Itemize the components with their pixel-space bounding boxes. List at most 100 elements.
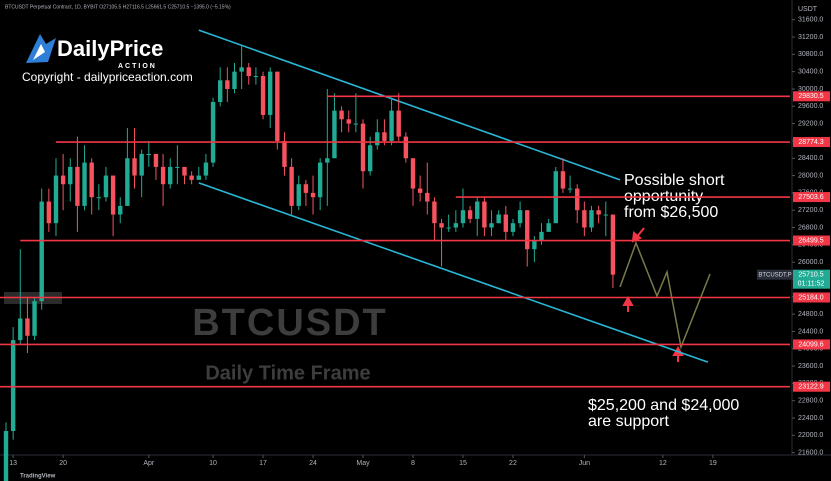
trend-line — [198, 29, 621, 181]
candle-body — [289, 166, 294, 206]
candle-body — [168, 166, 173, 185]
trend-line — [198, 182, 709, 363]
candle-body — [610, 214, 616, 275]
candle-body — [75, 166, 80, 206]
last-price: 25710.5 — [798, 272, 823, 279]
candle-body — [32, 301, 37, 336]
candle-body — [103, 175, 109, 198]
candle-body — [546, 223, 551, 232]
x-tick-label: 13 — [9, 460, 17, 467]
x-tick-label: 17 — [259, 460, 267, 467]
candle-body — [403, 136, 409, 159]
candle-body — [175, 166, 180, 168]
y-tick-label: 31600.0 — [798, 17, 823, 24]
candle-body — [482, 201, 487, 228]
candle-body — [46, 201, 52, 224]
annotation-short: Possible short opportunity from $26,500 — [624, 172, 725, 221]
candle-body — [275, 71, 280, 141]
level-label-bg — [793, 192, 830, 203]
candle-body — [575, 188, 580, 211]
candle-body — [196, 175, 201, 180]
x-tick-label: 15 — [459, 460, 467, 467]
x-tick-label: 24 — [309, 460, 317, 467]
logo-tagline: ACTION — [118, 63, 157, 70]
candle-body — [425, 192, 430, 202]
candle-body — [246, 67, 251, 76]
candle-body — [303, 184, 309, 193]
y-tick-label: 30400.0 — [798, 68, 823, 75]
y-tick-label: 31200.0 — [798, 34, 823, 41]
candle-body — [296, 184, 301, 206]
candle-body — [267, 71, 273, 115]
x-tick-label: Jun — [579, 460, 590, 467]
level-label: 24099.6 — [798, 341, 823, 348]
candle-body — [225, 80, 230, 89]
candle-body — [53, 175, 59, 224]
candle-body — [146, 153, 152, 155]
candle-body — [446, 227, 451, 229]
candle-body — [325, 158, 330, 163]
logo-name: DailyPrice — [57, 36, 163, 61]
annotation-line: are support — [588, 413, 669, 430]
candle-body — [582, 210, 587, 228]
y-tick-label: 22000.0 — [798, 432, 823, 439]
level-label: 29830.5 — [798, 93, 823, 100]
x-tick-label: 8 — [411, 460, 415, 467]
watermark-symbol: BTCUSDT — [192, 302, 388, 344]
y-tick-label: 28400.0 — [798, 155, 823, 162]
candle-body — [560, 171, 566, 189]
candle-body — [332, 110, 337, 159]
candle-body — [410, 158, 416, 189]
candle-body — [596, 210, 601, 215]
candle-body — [110, 175, 116, 215]
arrow-head — [631, 231, 642, 243]
level-label-bg — [793, 292, 830, 303]
y-tick-label: 26000.0 — [798, 259, 823, 266]
candle-body — [496, 214, 501, 224]
level-label: 23122.9 — [798, 384, 823, 391]
candle-body — [539, 231, 544, 241]
candle-body — [132, 158, 137, 176]
candle-body — [417, 188, 423, 193]
y-tick-label: 30800.0 — [798, 51, 823, 58]
candle-body — [603, 214, 608, 216]
y-tick-label: 27200.0 — [798, 207, 823, 214]
candle-body — [82, 162, 87, 206]
candle-body — [567, 188, 573, 190]
level-label-bg — [793, 339, 830, 350]
candle-body — [189, 175, 194, 180]
candle-body — [475, 201, 480, 219]
arrows — [622, 227, 684, 362]
candle-body — [510, 223, 516, 232]
projection-path — [619, 240, 711, 350]
candle-body — [10, 340, 16, 432]
candle-body — [432, 201, 437, 224]
level-label-bg — [793, 235, 830, 246]
annotation-line: Possible short — [624, 172, 725, 189]
x-tick-label: 19 — [709, 460, 717, 467]
y-tick-label: 29200.0 — [798, 120, 823, 127]
level-label: 25184.0 — [798, 294, 823, 301]
countdown: 01:11:52 — [798, 281, 825, 288]
candle-body — [532, 240, 537, 250]
y-tick-label: 22400.0 — [798, 415, 823, 422]
level-label: 27503.6 — [798, 194, 823, 201]
level-label-bg — [793, 91, 830, 102]
candle-body — [389, 110, 394, 141]
x-tick-label: 22 — [509, 460, 517, 467]
candle-body — [160, 166, 166, 185]
candle-body — [118, 205, 123, 215]
candle-body — [503, 214, 509, 232]
candle-body — [260, 75, 266, 115]
candle-body — [96, 197, 102, 199]
candle-body — [453, 223, 459, 228]
candle-body — [89, 162, 94, 198]
candle-body — [25, 318, 30, 336]
annotation-line: $25,200 and $24,000 — [588, 397, 739, 414]
y-tick-label: 23600.0 — [798, 363, 823, 370]
y-tick-label: 22800.0 — [798, 398, 823, 405]
x-tick-label: 10 — [209, 460, 217, 467]
level-label: 28774.3 — [798, 139, 823, 146]
